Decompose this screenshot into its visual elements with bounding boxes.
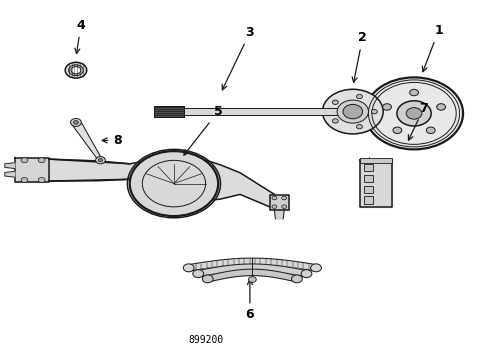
Circle shape: [357, 94, 363, 99]
Text: 4: 4: [75, 19, 85, 54]
Circle shape: [357, 125, 363, 129]
Circle shape: [272, 205, 277, 208]
Circle shape: [437, 104, 445, 110]
Bar: [364, 175, 373, 182]
Circle shape: [371, 109, 377, 114]
Polygon shape: [49, 159, 274, 209]
Polygon shape: [198, 264, 307, 277]
Circle shape: [74, 121, 78, 124]
Circle shape: [202, 275, 213, 283]
Circle shape: [96, 157, 105, 164]
Circle shape: [292, 275, 302, 283]
Text: 3: 3: [222, 26, 254, 90]
Bar: [364, 164, 373, 171]
Circle shape: [393, 127, 402, 134]
Circle shape: [332, 119, 338, 123]
Circle shape: [311, 264, 321, 272]
Circle shape: [410, 89, 418, 96]
Circle shape: [38, 177, 45, 183]
Circle shape: [248, 276, 256, 282]
Circle shape: [98, 158, 102, 162]
Circle shape: [301, 270, 312, 278]
Circle shape: [21, 158, 28, 163]
Circle shape: [343, 104, 363, 119]
Circle shape: [406, 108, 422, 119]
Circle shape: [272, 196, 277, 200]
Text: 2: 2: [352, 31, 367, 82]
Text: 6: 6: [245, 280, 254, 321]
Bar: [364, 186, 373, 193]
Circle shape: [130, 151, 218, 216]
Circle shape: [282, 196, 287, 200]
Circle shape: [71, 67, 81, 74]
Polygon shape: [360, 160, 392, 207]
Bar: [154, 106, 184, 117]
Circle shape: [69, 65, 83, 76]
Bar: [270, 195, 289, 210]
Circle shape: [397, 101, 431, 126]
Polygon shape: [189, 258, 316, 271]
Text: 7: 7: [408, 102, 428, 140]
Polygon shape: [5, 163, 15, 168]
Polygon shape: [72, 121, 102, 161]
Polygon shape: [5, 171, 15, 177]
Circle shape: [337, 100, 368, 123]
Circle shape: [426, 127, 435, 134]
Circle shape: [332, 100, 338, 104]
Circle shape: [365, 77, 463, 149]
Circle shape: [322, 89, 383, 134]
Circle shape: [38, 158, 45, 163]
Circle shape: [21, 177, 28, 183]
Circle shape: [282, 205, 287, 208]
Polygon shape: [274, 210, 284, 219]
Bar: [360, 158, 392, 163]
Circle shape: [65, 62, 87, 78]
Bar: [176, 108, 353, 115]
Circle shape: [383, 104, 392, 110]
Bar: [364, 197, 373, 204]
Polygon shape: [15, 158, 49, 182]
Circle shape: [183, 264, 194, 272]
Text: 8: 8: [102, 134, 122, 147]
Circle shape: [193, 270, 204, 278]
Polygon shape: [208, 269, 297, 282]
Text: 1: 1: [422, 24, 443, 72]
Text: 5: 5: [184, 105, 222, 155]
Circle shape: [71, 118, 81, 126]
Text: 899200: 899200: [188, 335, 223, 345]
